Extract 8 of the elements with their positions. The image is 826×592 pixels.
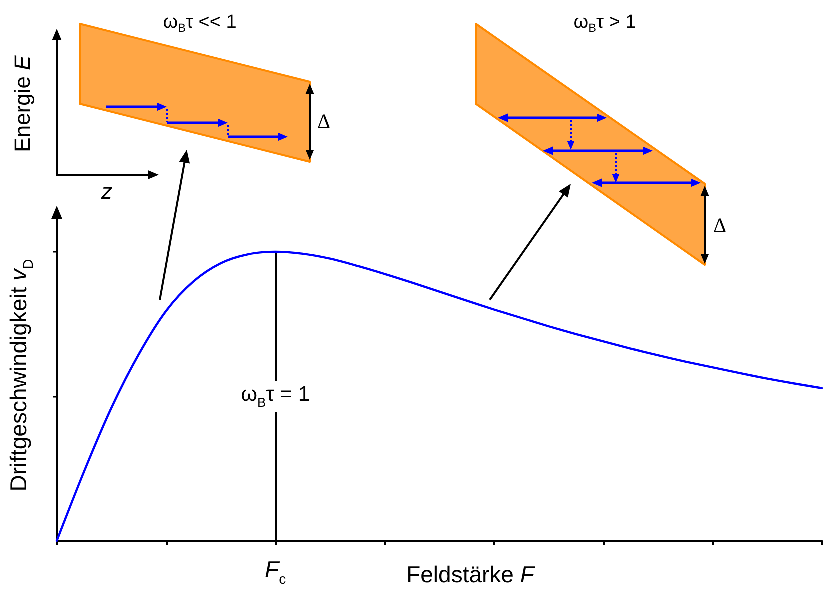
text: Energie E [10,55,34,152]
x-axis-title: Feldstärke F [406,562,536,588]
text: ω$_{B}$τ > 1 [574,12,636,35]
text: z [100,178,112,204]
text: Δ [318,111,331,133]
text: Δ [714,215,727,237]
text: ω$_{B}$τ << 1 [163,12,237,35]
y-axis-title: Driftgeschwindigkeit vD [6,259,36,492]
